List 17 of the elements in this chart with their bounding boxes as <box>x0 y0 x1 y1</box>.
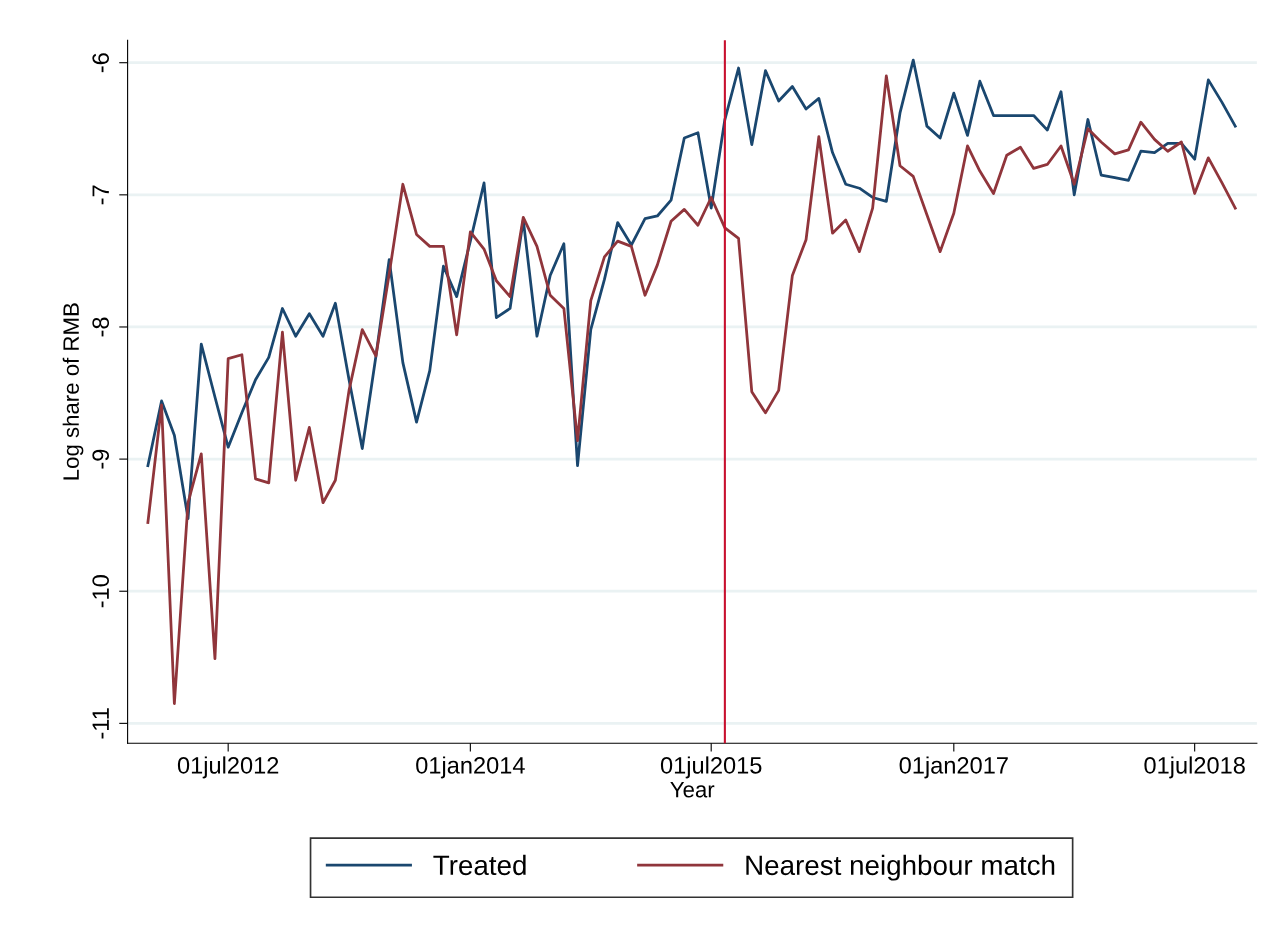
y-tick-label: -7 <box>92 185 109 205</box>
x-axis-title: Year <box>670 781 715 798</box>
x-tick-label: 01jul2015 <box>660 756 762 779</box>
x-tick-label: 01jul2012 <box>177 756 279 779</box>
y-tick-label: -8 <box>92 317 110 337</box>
y-tick-label: -11 <box>92 708 109 739</box>
line-series <box>146 58 1237 520</box>
y-tick-label: -9 <box>92 449 110 469</box>
y-axis-title: Log share of RMB <box>62 303 84 480</box>
x-tick-label: 01jan2014 <box>416 756 525 779</box>
x-tick-label: 01jan2017 <box>899 756 1008 779</box>
legend-label: Nearest neighbour match <box>746 854 1055 881</box>
y-tick-label: -6 <box>92 53 110 73</box>
y-tick-label: -10 <box>92 575 110 608</box>
legend-label: Treated <box>433 854 526 876</box>
x-tick-label: 01jul2018 <box>1144 756 1245 779</box>
line-series <box>146 74 1237 705</box>
